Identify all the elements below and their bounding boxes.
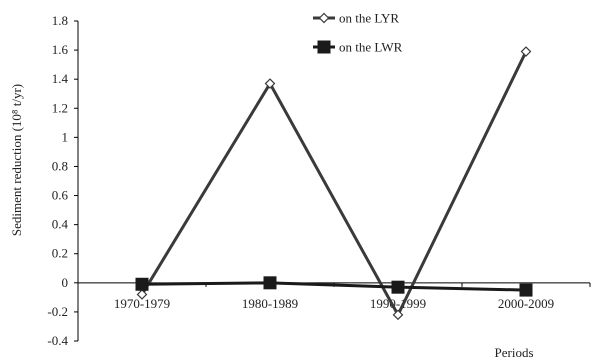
legend-label: on the LYR xyxy=(339,11,399,26)
data-point xyxy=(519,283,533,297)
y-axis-label: Sediment reduction (10⁸ t/yr) xyxy=(9,84,24,236)
legend-item: on the LYR xyxy=(313,11,399,26)
data-point xyxy=(392,309,404,321)
series-line xyxy=(141,281,527,292)
y-tick-label: -0.2 xyxy=(47,304,68,319)
series-1 xyxy=(135,276,533,297)
y-tick-label: 1.2 xyxy=(52,100,68,115)
chart-series xyxy=(135,46,533,321)
x-tick-label: 2000-2009 xyxy=(498,296,554,311)
data-point xyxy=(263,276,277,290)
y-tick-label: 1.4 xyxy=(52,71,69,86)
y-tick-label: 0 xyxy=(62,275,69,290)
series-0 xyxy=(136,46,532,321)
legend-item: on the LWR xyxy=(313,40,403,55)
x-tick-label: 1970-1979 xyxy=(114,296,170,311)
y-tick-label: -0.4 xyxy=(47,333,68,348)
legend-marker xyxy=(317,40,331,54)
chart-axes xyxy=(74,20,591,342)
y-tick-label: 0.4 xyxy=(52,217,69,232)
y-tick-label: 0.2 xyxy=(52,246,68,261)
data-point xyxy=(136,289,148,300)
data-point xyxy=(264,78,276,89)
x-tick-label: 1980-1989 xyxy=(242,296,298,311)
x-axis-label: Periods xyxy=(495,345,534,360)
y-tick-label: 1.6 xyxy=(52,42,69,57)
series-line xyxy=(140,50,528,319)
y-tick-label: 1 xyxy=(62,129,69,144)
data-point xyxy=(520,46,532,57)
y-tick-label: 0.8 xyxy=(52,158,68,173)
chart-legend: on the LYR on the LWR xyxy=(313,11,403,55)
legend-label: on the LWR xyxy=(339,40,403,55)
y-tick-label: 0.6 xyxy=(52,188,69,203)
x-tick-label: 1990-1999 xyxy=(370,296,426,311)
legend-marker xyxy=(318,12,330,24)
y-tick-labels: -0.4 -0.2 0 0.2 0.4 0.6 0.8 1 1.2 1.4 1.6 1.8 xyxy=(47,13,68,348)
y-tick-label: 1.8 xyxy=(52,13,68,28)
data-point xyxy=(135,277,149,291)
data-point xyxy=(391,280,405,294)
x-tick-labels: 1970-1979 1980-1989 1990-1999 2000-2009 xyxy=(114,296,554,311)
